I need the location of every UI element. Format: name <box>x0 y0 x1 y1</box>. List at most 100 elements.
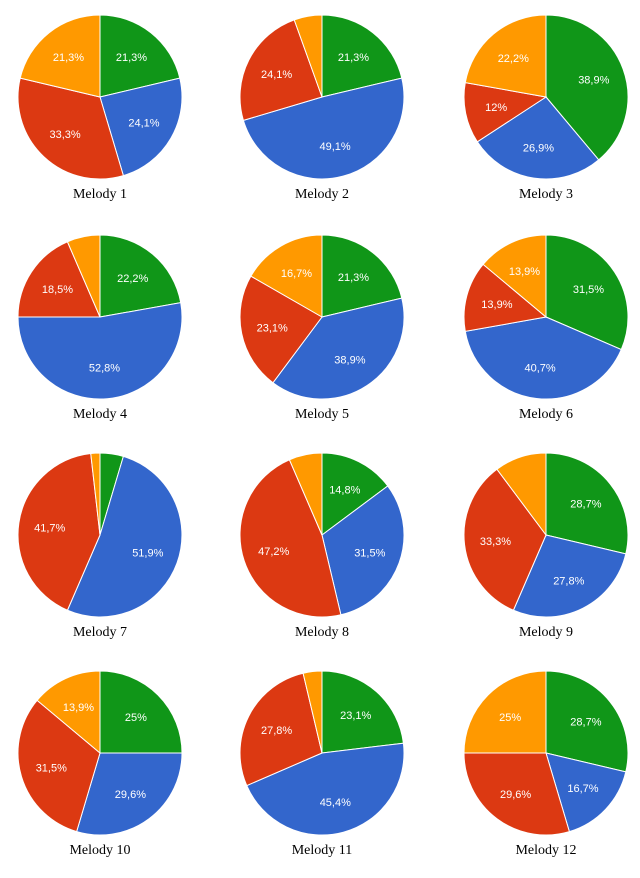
pie-slice-red <box>239 672 323 787</box>
pie-slice-red <box>239 459 342 618</box>
chart-title: Melody 2 <box>294 187 350 202</box>
pie-slice-red <box>239 275 323 384</box>
pie-slice-green <box>321 670 404 754</box>
pie-svg: 21,3% 24,1% 33,3% 21,3% <box>17 14 183 180</box>
pie-svg: 21,3% 38,9% 23,1% 16,7% <box>239 234 405 400</box>
chart-title: Melody 6 <box>518 407 574 422</box>
pie-data-label: 28,7% <box>570 499 601 511</box>
pie-slice-blue <box>246 742 405 836</box>
chart-title: Melody 9 <box>518 625 574 640</box>
pie-slice-green <box>99 234 182 318</box>
pie-slice-orange <box>19 14 101 98</box>
pie-data-label: 21,3% <box>338 52 369 64</box>
chart-title: Melody 5 <box>294 407 350 422</box>
pie-slice-orange <box>250 234 323 318</box>
pie-data-label: 27,8% <box>553 575 584 587</box>
chart-title: Melody 4 <box>72 407 128 422</box>
chart-title: Melody 3 <box>518 187 574 202</box>
chart-title: Melody 1 <box>72 187 128 202</box>
pie-data-label: 25% <box>499 712 521 724</box>
pie-data-label: 29,6% <box>115 789 146 801</box>
pie-slice-red <box>17 699 101 833</box>
pie-data-label: 51,9% <box>132 547 163 559</box>
pie-svg: 21,3% 49,1% 24,1% <box>239 14 405 180</box>
pie-data-label: 16,7% <box>567 783 598 795</box>
pie-data-label: 14,8% <box>329 485 360 497</box>
pie-slice-green <box>545 670 629 773</box>
pie-slice-blue <box>272 297 405 400</box>
pie-data-label: 49,1% <box>319 141 350 153</box>
pie-data-label: 23,1% <box>340 710 371 722</box>
pie-slice-blue <box>321 485 405 616</box>
pie-slice-red <box>17 241 101 318</box>
chart-title: Melody 8 <box>294 625 350 640</box>
pie-data-label: 33,3% <box>49 129 80 141</box>
pie-svg: 28,7% 16,7% 29,6% 25% <box>463 670 629 836</box>
pie-data-label: 31,5% <box>573 284 604 296</box>
pie-data-label: 13,9% <box>509 266 540 278</box>
chart-title: Melody 7 <box>72 625 128 640</box>
pie-chart-9: 28,7% 27,8% 33,3% Melody 9 <box>446 450 640 660</box>
pie-svg: 31,5% 40,7% 13,9% 13,9% <box>463 234 629 400</box>
pie-slice-green <box>545 234 629 351</box>
pie-slice-green <box>545 14 629 161</box>
pie-data-label: 52,8% <box>89 363 120 375</box>
pie-svg: 38,9% 26,9% 12% 22,2% <box>463 14 629 180</box>
pie-slice-red <box>239 19 323 121</box>
pie-data-label: 24,1% <box>128 118 159 130</box>
pie-data-label: 18,5% <box>42 284 73 296</box>
pie-slice-green <box>321 14 403 98</box>
pie-svg: 25% 29,6% 31,5% 13,9% <box>17 670 183 836</box>
pie-slice-green <box>545 452 629 555</box>
pie-data-label: 12% <box>485 102 507 114</box>
pie-slice-blue <box>17 302 183 400</box>
pie-slice-green <box>99 670 183 754</box>
pie-slice-red <box>463 468 547 611</box>
pie-chart-2: 21,3% 49,1% 24,1% Melody 2 <box>222 12 422 222</box>
pie-slice-orange <box>464 14 547 98</box>
pie-slice-orange <box>463 670 547 754</box>
pie-chart-12: 28,7% 16,7% 29,6% 25% Melody 12 <box>446 668 640 878</box>
pie-data-label: 31,5% <box>354 547 385 559</box>
pie-slice-red <box>463 263 548 332</box>
pie-data-label: 16,7% <box>281 268 312 280</box>
pie-slice-red <box>463 752 570 836</box>
pie-svg: 51,9% 41,7% <box>17 452 183 618</box>
pie-slice-orange <box>496 452 547 537</box>
pie-slice-red <box>17 452 101 611</box>
pie-slice-red <box>463 82 548 143</box>
pie-slice-red <box>17 77 124 180</box>
pie-data-label: 22,2% <box>117 273 148 285</box>
pie-data-label: 27,8% <box>261 725 292 737</box>
pie-chart-7: 51,9% 41,7% Melody 7 <box>0 450 200 660</box>
pie-slice-blue <box>512 534 627 618</box>
pie-data-label: 31,5% <box>36 763 67 775</box>
pie-svg: 22,2% 52,8% 18,5% <box>17 234 183 400</box>
pie-slice-blue <box>476 96 600 180</box>
chart-title: Melody 12 <box>515 843 577 858</box>
chart-title: Melody 10 <box>69 843 131 858</box>
pie-slice-orange <box>302 670 323 754</box>
pie-data-label: 40,7% <box>524 363 555 375</box>
pie-slice-green <box>99 14 181 98</box>
pie-slice-orange <box>293 14 323 98</box>
pie-data-label: 22,2% <box>498 53 529 65</box>
pie-chart-3: 38,9% 26,9% 12% 22,2% Melody 3 <box>446 12 640 222</box>
pie-svg: 14,8% 31,5% 47,2% <box>239 452 405 618</box>
pie-slice-blue <box>66 455 183 618</box>
pie-data-label: 38,9% <box>334 355 365 367</box>
pie-chart-1: 21,3% 24,1% 33,3% 21,3% Melody 1 <box>0 12 200 222</box>
pie-data-label: 47,2% <box>258 546 289 558</box>
pie-slice-orange <box>36 670 101 755</box>
pie-chart-5: 21,3% 38,9% 23,1% 16,7% Melody 5 <box>222 232 422 442</box>
pie-chart-11: 23,1% 45,4% 27,8% Melody 11 <box>222 668 422 878</box>
pie-slice-orange <box>90 452 101 536</box>
pie-slice-orange <box>66 234 101 318</box>
pie-chart-4: 22,2% 52,8% 18,5% Melody 4 <box>0 232 200 442</box>
pie-slice-orange <box>288 452 323 536</box>
pie-slice-blue <box>242 77 405 180</box>
pie-slice-blue <box>464 316 622 400</box>
pie-data-label: 13,9% <box>481 299 512 311</box>
pie-data-label: 21,3% <box>116 52 147 64</box>
